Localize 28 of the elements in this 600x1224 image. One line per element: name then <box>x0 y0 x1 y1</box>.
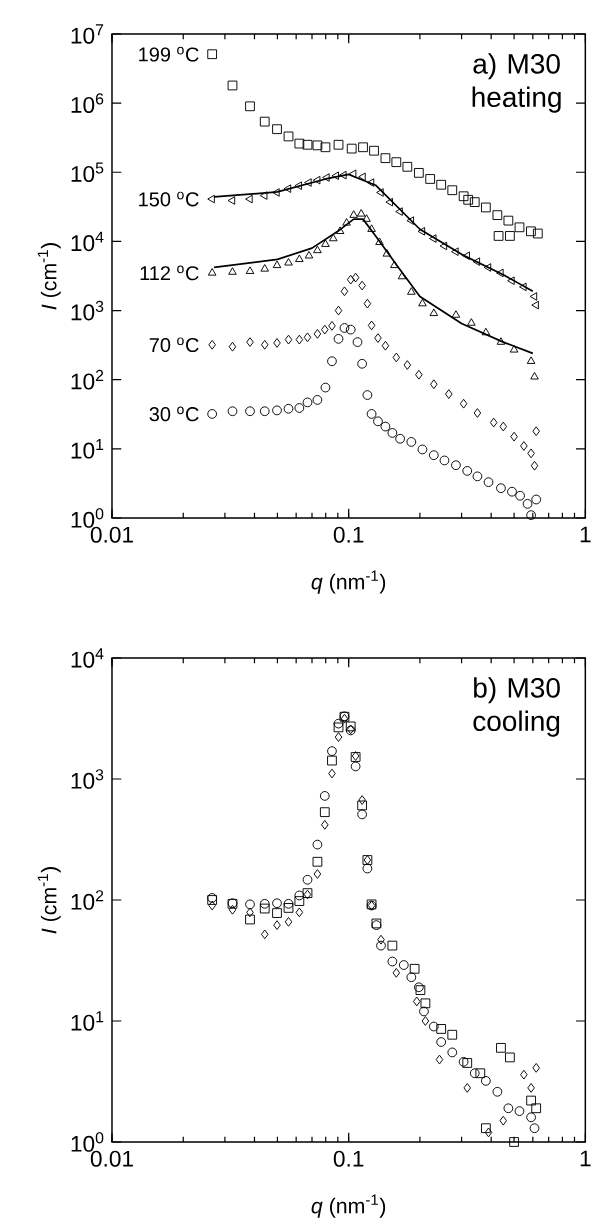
x-tick-label: 0.01 <box>90 1150 133 1167</box>
legend-label: 199 $^{o}$C <box>139 46 199 62</box>
y-tick-label: 10$^{3}$ <box>71 300 104 321</box>
y-tick-label: 10$^{1}$ <box>71 439 104 459</box>
y-tick-label: 10$^{2}$ <box>71 890 104 910</box>
x-axis-title: q (nm$^{-1}$) <box>311 1194 386 1218</box>
x-tick-label: 0.1 <box>333 526 364 543</box>
y-tick-label: 10$^{4}$ <box>71 231 104 252</box>
y-tick-label: 10$^{5}$ <box>71 162 104 183</box>
x-tick-label: 0.1 <box>333 1150 364 1167</box>
x-tick-label: 1 <box>580 1150 591 1167</box>
series-label: 70 $^{o}$C <box>149 337 199 353</box>
series-label: 150 $^{o}$C <box>139 191 199 207</box>
y-axis-title: I (cm$^{-1}$) <box>37 243 61 310</box>
x-tick-label: 1 <box>580 526 591 543</box>
y-tick-label: 10$^{3}$ <box>71 769 104 789</box>
text: b) M30 cooling <box>473 677 560 737</box>
series-label: 30 $^{o}$C <box>149 406 199 422</box>
y-tick-label: 10$^{1}$ <box>71 1011 104 1031</box>
x-axis-title: q (nm$^{-1}$) <box>311 570 386 594</box>
series-label: 112 $^{o}$C <box>140 265 199 281</box>
text: a) M30 heating <box>472 53 561 113</box>
y-tick-label: 10$^{4}$ <box>71 648 104 668</box>
y-tick-label: 10$^{2}$ <box>71 369 104 390</box>
y-axis-title: I (cm$^{-1}$) <box>37 867 61 934</box>
y-tick-label: 10$^{6}$ <box>71 93 104 113</box>
y-tick-label: 10$^{7}$ <box>71 24 104 44</box>
x-tick-label: 0.01 <box>90 526 133 543</box>
